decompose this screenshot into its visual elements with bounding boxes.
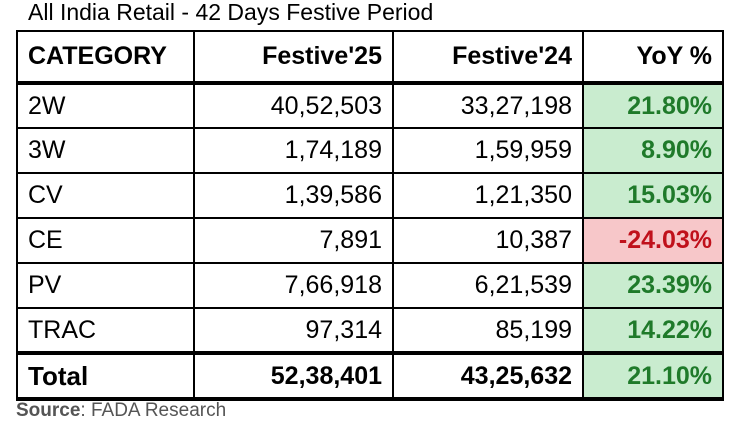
festive24-cell: 1,21,350 bbox=[392, 172, 584, 219]
table-row: 2W 40,52,503 33,27,198 21.80% bbox=[16, 82, 724, 129]
column-header-yoy: YoY % bbox=[582, 30, 724, 85]
column-header-category: CATEGORY bbox=[16, 30, 195, 85]
festive25-cell: 1,74,189 bbox=[193, 127, 394, 174]
festive25-cell: 40,52,503 bbox=[193, 82, 394, 129]
source-text: : FADA Research bbox=[80, 400, 227, 421]
page-title: All India Retail - 42 Days Festive Perio… bbox=[28, 0, 434, 25]
yoy-cell: 14.22% bbox=[582, 307, 724, 354]
total-festive25-cell: 52,38,401 bbox=[193, 351, 394, 401]
table-row: PV 7,66,918 6,21,539 23.39% bbox=[16, 262, 724, 309]
total-yoy-cell: 21.10% bbox=[582, 351, 724, 401]
table-row: 3W 1,74,189 1,59,959 8.90% bbox=[16, 127, 724, 174]
category-cell: CE bbox=[16, 217, 195, 264]
festive24-cell: 6,21,539 bbox=[392, 262, 584, 309]
yoy-cell: -24.03% bbox=[582, 217, 724, 264]
festive24-cell: 85,199 bbox=[392, 307, 584, 354]
total-festive24-cell: 43,25,632 bbox=[392, 351, 584, 401]
total-label: Total bbox=[16, 351, 195, 401]
festive25-cell: 97,314 bbox=[193, 307, 394, 354]
yoy-cell: 23.39% bbox=[582, 262, 724, 309]
total-row: Total 52,38,401 43,25,632 21.10% bbox=[16, 351, 724, 401]
source-label: Source bbox=[16, 400, 81, 421]
category-cell: PV bbox=[16, 262, 195, 309]
source-note: Source: FADA Research bbox=[16, 399, 226, 423]
table-row: CE 7,891 10,387 -24.03% bbox=[16, 217, 724, 264]
category-cell: 3W bbox=[16, 127, 195, 174]
category-cell: TRAC bbox=[16, 307, 195, 354]
festive25-cell: 1,39,586 bbox=[193, 172, 394, 219]
column-header-festive24: Festive'24 bbox=[392, 30, 584, 85]
category-cell: 2W bbox=[16, 82, 195, 129]
festive25-cell: 7,66,918 bbox=[193, 262, 394, 309]
yoy-cell: 15.03% bbox=[582, 172, 724, 219]
festive24-cell: 33,27,198 bbox=[392, 82, 584, 129]
festive25-cell: 7,891 bbox=[193, 217, 394, 264]
yoy-cell: 8.90% bbox=[582, 127, 724, 174]
table-row: TRAC 97,314 85,199 14.22% bbox=[16, 307, 724, 354]
column-header-festive25: Festive'25 bbox=[193, 30, 394, 85]
table-header-row: CATEGORY Festive'25 Festive'24 YoY % bbox=[16, 30, 724, 85]
yoy-cell: 21.80% bbox=[582, 82, 724, 129]
category-cell: CV bbox=[16, 172, 195, 219]
table-row: CV 1,39,586 1,21,350 15.03% bbox=[16, 172, 724, 219]
retail-table: CATEGORY Festive'25 Festive'24 YoY % 2W … bbox=[16, 30, 724, 401]
festive24-cell: 1,59,959 bbox=[392, 127, 584, 174]
festive24-cell: 10,387 bbox=[392, 217, 584, 264]
